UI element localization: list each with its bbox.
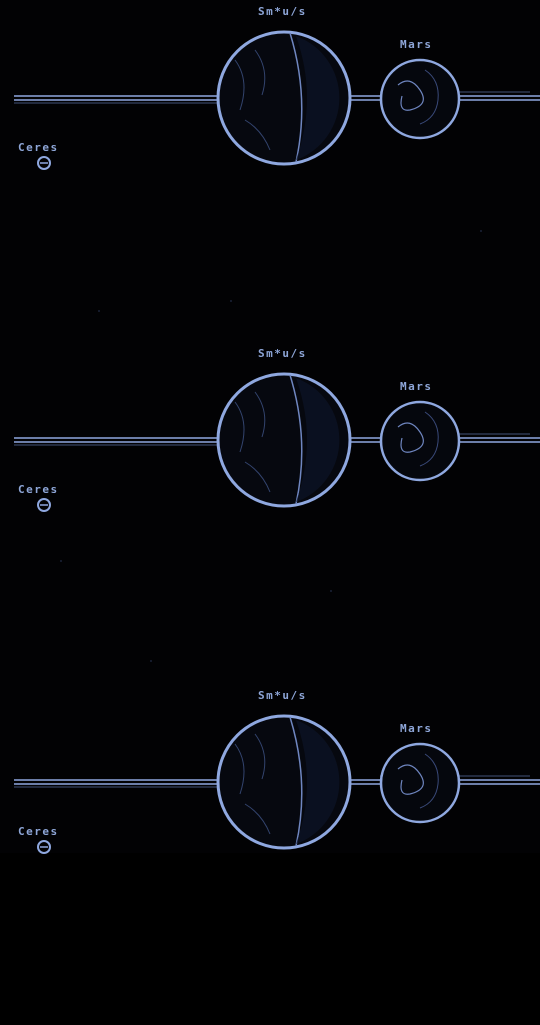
- small-planet: [379, 58, 461, 140]
- top-planet-label: Sm*u/s: [258, 5, 307, 18]
- small-moon-marker: [37, 840, 51, 854]
- small-moon-marker: [37, 156, 51, 170]
- large-planet: [216, 714, 352, 850]
- top-planet-label: Sm*u/s: [258, 689, 307, 702]
- large-planet: [216, 372, 352, 508]
- planet-panel-2: Sm*u/s Mars Ceres: [0, 342, 540, 683]
- background-speck: [150, 660, 152, 662]
- small-planet: [379, 400, 461, 482]
- planet-panel-1: Sm*u/s Mars Ceres: [0, 0, 540, 341]
- right-planet-label: Mars: [400, 38, 433, 51]
- background-speck: [330, 590, 332, 592]
- image-canvas: Sm*u/s Mars Ceres: [0, 0, 540, 854]
- right-planet-label: Mars: [400, 380, 433, 393]
- background-speck: [480, 230, 482, 232]
- right-planet-label: Mars: [400, 722, 433, 735]
- background-speck: [60, 560, 62, 562]
- small-planet: [379, 742, 461, 824]
- background-speck: [98, 310, 100, 312]
- large-planet: [216, 30, 352, 166]
- planet-panel-3: Sm*u/s Mars Ceres: [0, 684, 540, 1025]
- planet-drawing-3: [14, 714, 540, 854]
- left-object-label: Ceres: [18, 141, 59, 154]
- planet-drawing-2: [14, 372, 540, 512]
- background-speck: [230, 300, 232, 302]
- left-object-label: Ceres: [18, 483, 59, 496]
- planet-drawing-1: [14, 30, 540, 170]
- left-object-label: Ceres: [18, 825, 59, 838]
- small-moon-marker: [37, 498, 51, 512]
- top-planet-label: Sm*u/s: [258, 347, 307, 360]
